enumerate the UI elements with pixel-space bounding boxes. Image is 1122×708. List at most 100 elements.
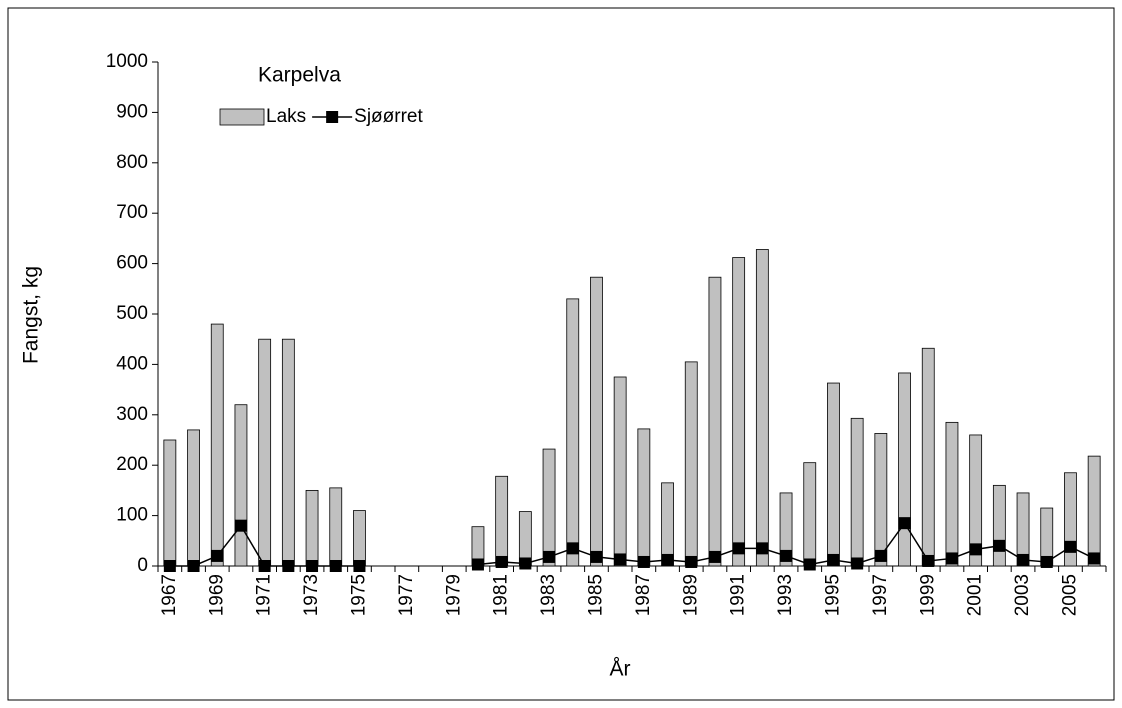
bar	[945, 421, 959, 567]
y-tick-label: 900	[116, 101, 148, 122]
bar	[566, 298, 580, 567]
bar	[898, 372, 911, 567]
line-marker	[803, 558, 816, 571]
line-marker	[732, 542, 745, 555]
x-tick-label: 1981	[491, 574, 512, 616]
line-marker	[661, 553, 674, 566]
line-marker	[519, 557, 532, 570]
line-marker	[780, 549, 793, 562]
x-tick-label: 1971	[254, 574, 275, 616]
line-marker	[993, 539, 1006, 552]
bar	[708, 276, 722, 567]
y-tick-label: 300	[116, 404, 148, 425]
x-tick-label: 1997	[870, 574, 891, 616]
x-tick-label: 2003	[1012, 574, 1033, 616]
x-tick-label: 1979	[443, 574, 464, 616]
line-marker	[495, 555, 508, 568]
bar	[1016, 492, 1030, 567]
line-marker	[1040, 555, 1053, 568]
bar	[353, 510, 366, 567]
x-axis-label: År	[610, 658, 631, 681]
bar	[187, 429, 200, 567]
bar	[755, 249, 769, 567]
bar	[210, 323, 224, 567]
line-marker	[1088, 552, 1101, 565]
line-marker	[1064, 540, 1077, 553]
line-marker	[898, 517, 911, 530]
line-marker	[471, 558, 484, 571]
y-tick-label: 0	[137, 555, 148, 576]
x-tick-label: 1973	[301, 574, 322, 616]
bar	[874, 433, 888, 567]
legend-label: Laks	[266, 106, 306, 127]
legend-label: Sjøørret	[354, 106, 423, 127]
line-marker	[306, 560, 319, 572]
x-tick-label: 1983	[538, 574, 559, 616]
bar	[827, 382, 840, 567]
y-axis-label: Fangst, kg	[20, 266, 43, 364]
line-marker	[851, 557, 864, 570]
bar	[613, 376, 627, 567]
line-marker	[756, 542, 769, 555]
y-tick-label: 100	[116, 505, 148, 526]
line-marker	[543, 550, 556, 563]
x-tick-label: 1987	[633, 574, 654, 616]
bar	[281, 338, 295, 567]
x-tick-label: 1995	[822, 574, 843, 616]
bar	[542, 448, 556, 567]
line-marker	[211, 549, 224, 562]
line-marker	[827, 553, 840, 566]
legend-swatch	[219, 108, 265, 126]
line-marker	[329, 560, 342, 572]
x-tick-label: 1993	[775, 574, 796, 616]
bar	[1087, 455, 1101, 567]
legend-marker	[326, 111, 339, 123]
line-marker	[708, 550, 721, 563]
line-marker	[234, 519, 247, 532]
bar	[637, 428, 651, 567]
x-tick-label: 1975	[348, 574, 369, 616]
y-tick-label: 600	[116, 253, 148, 274]
line-marker	[566, 542, 579, 555]
x-tick-label: 1967	[159, 574, 180, 616]
bar	[234, 404, 248, 567]
bar	[921, 347, 935, 567]
y-tick-label: 500	[116, 303, 148, 324]
legend-title: Karpelva	[258, 64, 341, 87]
line-marker	[685, 555, 698, 568]
line-marker	[163, 560, 176, 572]
x-tick-label: 1991	[728, 574, 749, 616]
x-tick-label: 1977	[396, 574, 417, 616]
line-marker	[945, 552, 958, 565]
bar	[495, 475, 509, 567]
bar	[661, 482, 674, 567]
line-marker	[590, 550, 603, 563]
line-marker	[874, 549, 887, 562]
x-tick-label: 1999	[917, 574, 938, 616]
bar	[969, 434, 983, 567]
line-marker	[637, 555, 650, 568]
bar	[258, 338, 272, 567]
bar	[305, 489, 319, 567]
line-marker	[282, 560, 295, 572]
y-tick-label: 200	[116, 454, 148, 475]
bar	[850, 417, 864, 567]
y-tick-label: 400	[116, 353, 148, 374]
bar	[992, 484, 1006, 567]
x-tick-label: 1969	[206, 574, 227, 616]
line-marker	[258, 560, 271, 572]
bar	[803, 462, 817, 567]
line-marker	[1017, 553, 1030, 566]
bar	[779, 492, 793, 567]
x-tick-label: 1985	[585, 574, 606, 616]
bar	[732, 257, 746, 567]
line-marker	[614, 553, 627, 566]
line-marker	[353, 560, 366, 572]
y-tick-label: 800	[116, 152, 148, 173]
bar	[329, 487, 343, 567]
line-marker	[922, 554, 935, 567]
x-tick-label: 2005	[1059, 574, 1080, 616]
bar	[590, 276, 603, 567]
x-tick-label: 2001	[965, 574, 986, 616]
